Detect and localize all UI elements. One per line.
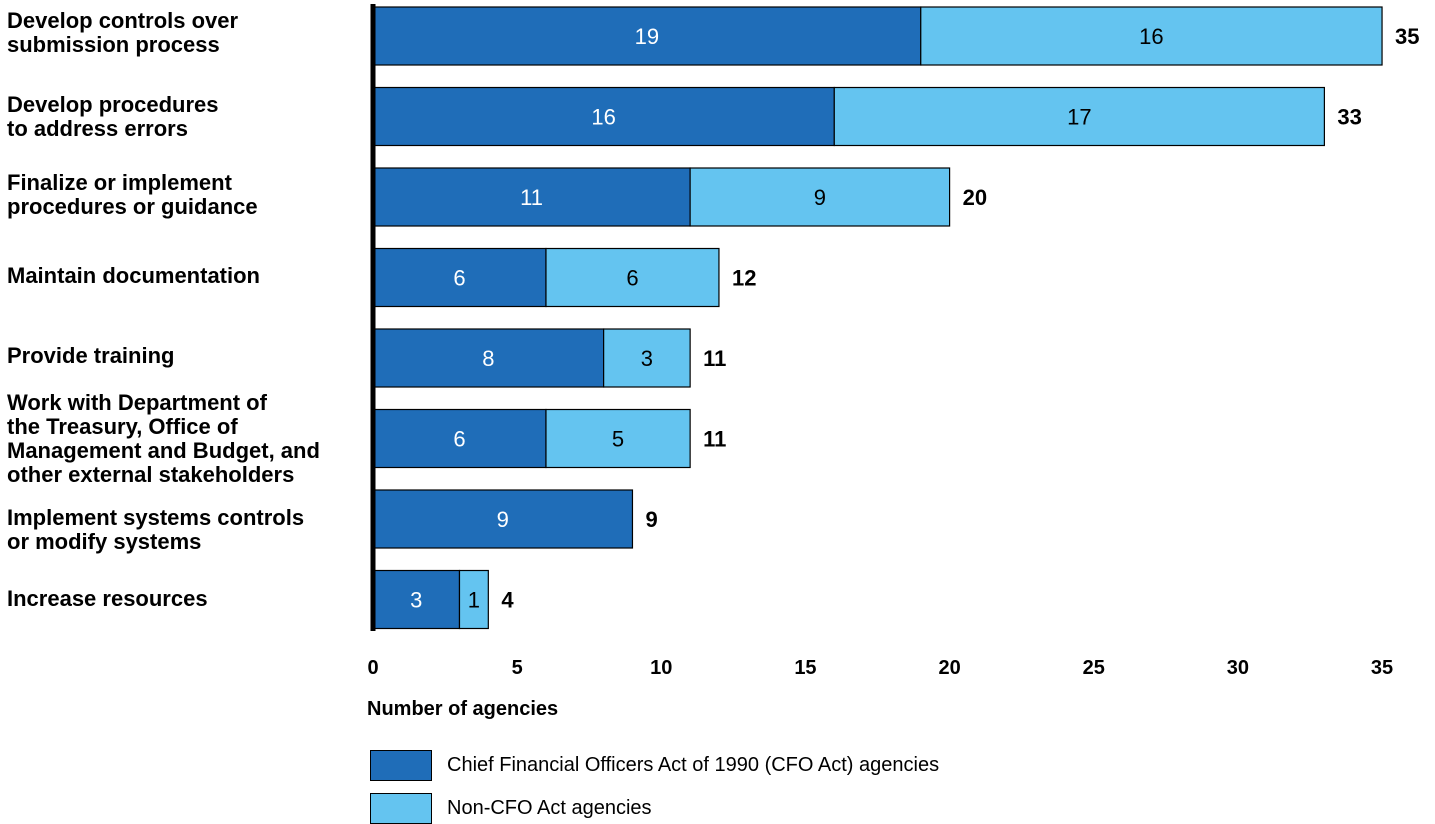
- bar-segment-non-cfo: [603, 328, 691, 388]
- category-label: Provide training: [7, 343, 175, 368]
- total-label: 20: [963, 185, 987, 210]
- category-label: Develop procedures to address errors: [7, 92, 219, 141]
- bar-segment-non-cfo: [689, 167, 951, 227]
- bar-segment-cfo: [372, 247, 547, 308]
- x-tick-label: 15: [794, 657, 816, 679]
- x-tick-label: 30: [1227, 657, 1249, 679]
- data-label: 19: [635, 24, 659, 49]
- data-label: 6: [626, 266, 638, 291]
- x-axis-label: Number of agencies: [367, 698, 559, 720]
- total-label: 12: [732, 266, 756, 291]
- data-label: 5: [612, 427, 624, 452]
- x-tick-label: 35: [1371, 657, 1393, 679]
- total-label: 33: [1337, 105, 1361, 130]
- bar-segment-cfo: [372, 86, 835, 147]
- data-label: 16: [591, 105, 615, 130]
- category-label: Finalize or implement procedures or guid…: [7, 170, 258, 219]
- data-label: 16: [1139, 24, 1163, 49]
- category-label: Work with Department of the Treasury, Of…: [7, 390, 320, 487]
- total-label: 11: [703, 427, 726, 452]
- legend-label-cfo: Chief Financial Officers Act of 1990 (CF…: [447, 754, 940, 776]
- data-label: 9: [814, 185, 826, 210]
- bar-segment-cfo: [372, 408, 547, 469]
- bar-segment-non-cfo: [545, 247, 720, 308]
- bar-segment-non-cfo: [833, 86, 1325, 147]
- bar-segment-cfo: [372, 6, 922, 66]
- legend-swatch-non-cfo: [370, 793, 432, 824]
- data-label: 11: [520, 185, 543, 210]
- total-label: 4: [501, 588, 514, 613]
- total-label: 11: [703, 346, 726, 371]
- data-label: 3: [641, 346, 653, 371]
- legend-swatch-cfo: [370, 750, 432, 781]
- x-tick-label: 20: [938, 657, 960, 679]
- bar-segment-cfo: [372, 569, 461, 630]
- data-label: 1: [468, 588, 480, 613]
- bar-segment-non-cfo: [458, 569, 489, 630]
- data-label: 8: [482, 346, 494, 371]
- x-tick-label: 0: [367, 657, 378, 679]
- category-label: Develop controls over submission process: [7, 8, 239, 57]
- category-label: Maintain documentation: [7, 263, 260, 288]
- total-label: 9: [645, 507, 657, 532]
- data-label: 9: [497, 507, 509, 532]
- data-label: 17: [1067, 105, 1091, 130]
- bar-segment-cfo: [372, 328, 605, 388]
- x-tick-label: 25: [1083, 657, 1105, 679]
- category-label: Increase resources: [7, 586, 208, 611]
- category-label: Implement systems controls or modify sys…: [7, 505, 305, 554]
- bar-segment-cfo: [372, 489, 634, 549]
- bar-segment-non-cfo: [920, 6, 1383, 66]
- x-tick-label: 5: [512, 657, 523, 679]
- legend-label-non-cfo: Non-CFO Act agencies: [447, 797, 652, 819]
- data-label: 3: [410, 588, 422, 613]
- bar-segment-non-cfo: [545, 408, 691, 469]
- total-label: 35: [1395, 24, 1419, 49]
- x-tick-label: 10: [650, 657, 672, 679]
- data-label: 6: [453, 427, 465, 452]
- data-label: 6: [453, 266, 465, 291]
